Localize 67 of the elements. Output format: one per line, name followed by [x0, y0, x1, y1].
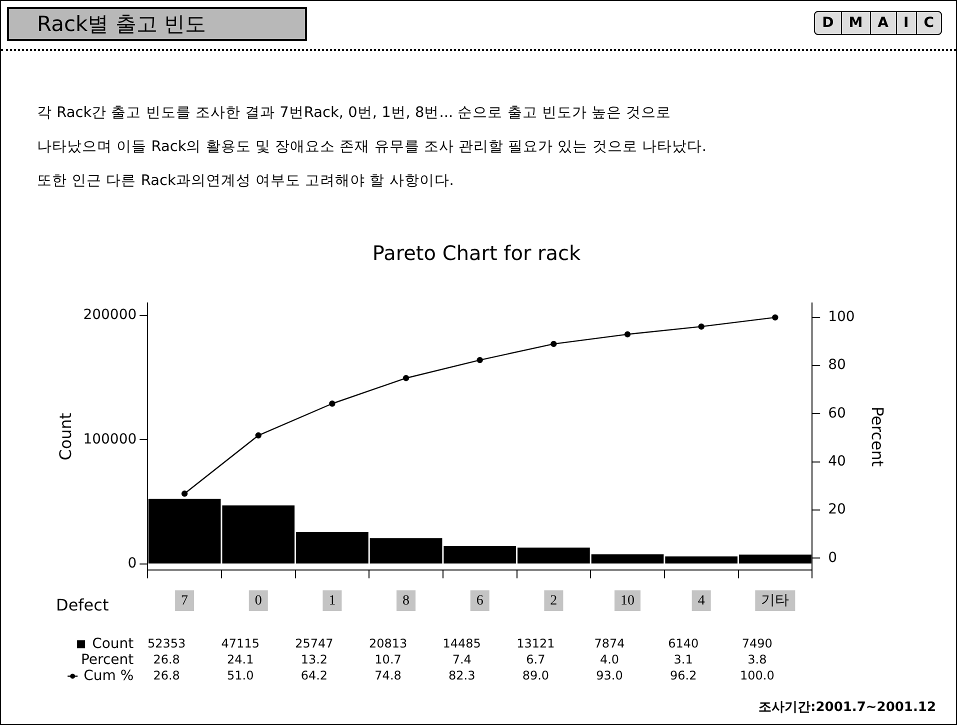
- y2-axis-title: Percent: [868, 406, 888, 467]
- x-tick-label: 4: [698, 593, 705, 608]
- text: 각 Rack간 출고 빈도를 조사한 결과 7번Rack, 0번, 1번, 8번... 순으로 출고 빈도가 높은 것으로: [37, 104, 672, 123]
- point: [255, 432, 262, 438]
- data-label: 89.0: [522, 668, 550, 682]
- point: [624, 331, 631, 338]
- legend-label: Cum %: [84, 668, 134, 684]
- data-label: 74.8: [374, 668, 402, 682]
- data-label: 93.0: [596, 668, 623, 682]
- step-tabs: D M A I C: [814, 11, 942, 35]
- text: 조사기간:2001.7~2001.12: [758, 700, 936, 715]
- x-tick-label: 7: [181, 593, 188, 608]
- x-tick-label: 1: [328, 593, 336, 608]
- point: [772, 314, 778, 321]
- x-tick-label: 10: [620, 593, 635, 608]
- text: 6.7: [526, 652, 546, 666]
- text: 10.7: [374, 652, 402, 666]
- data-label: 96.2: [670, 668, 697, 682]
- data-label: 26.8: [153, 668, 180, 682]
- data-label: 52353: [147, 636, 186, 650]
- text: 4.0: [600, 652, 620, 666]
- y2-tick-label: 0: [828, 550, 837, 566]
- chart-subtitle: Pareto Chart for rack: [372, 241, 581, 266]
- text: 또한 인근 다른 Rack과의연계성 여부도 고려해야 할 사항이다.: [37, 172, 455, 191]
- legend-label: Count: [92, 636, 134, 652]
- data-label: 20813: [368, 636, 408, 650]
- point: [402, 375, 410, 382]
- data-label: 7874: [594, 636, 625, 650]
- y2-tick-label: 40: [828, 454, 846, 470]
- point: [329, 400, 336, 407]
- x-tick-label: 기타: [761, 593, 790, 608]
- text: Percent: [80, 652, 134, 668]
- y2-tick-label: 80: [828, 357, 846, 374]
- data-label: 64.2: [300, 668, 328, 682]
- text: 24.1: [227, 652, 254, 666]
- data-label: 13121: [516, 636, 555, 650]
- data-label: 47115: [221, 636, 260, 650]
- text: 3.1: [674, 652, 693, 666]
- text: 나타났으며 이들 Rack의 활용도 및 장애요소 존재 유무를 조사 관리할 필요가 있는 것으로 나타났다.: [37, 138, 707, 157]
- y-tick-label: 0: [128, 556, 137, 572]
- y2-tick-label: 20: [828, 502, 846, 518]
- x-tick-label: 0: [254, 593, 262, 608]
- y-tick-label: 200000: [83, 307, 137, 324]
- data-label: 82.3: [448, 668, 476, 682]
- data-label: 14485: [442, 636, 481, 650]
- point: [476, 356, 483, 364]
- data-label: 100.0: [740, 668, 774, 682]
- y2-tick-label: 100: [828, 309, 855, 326]
- y-tick-label: 100000: [83, 431, 137, 448]
- x-tick-label: 8: [402, 593, 410, 608]
- point: [181, 490, 188, 497]
- data-label: 51.0: [227, 668, 254, 682]
- data-label: 25747: [295, 636, 334, 650]
- text: 7.4: [452, 652, 472, 666]
- x-tick-label: 6: [476, 593, 484, 608]
- point: [550, 340, 557, 348]
- y-axis-title: Count: [56, 412, 75, 460]
- y2-tick-label: 60: [828, 405, 846, 422]
- text: 26.8: [153, 652, 180, 666]
- data-label: 7490: [742, 636, 772, 650]
- point: [698, 323, 704, 330]
- text: 13.2: [300, 652, 328, 666]
- chart-title: Rack별 출고 빈도: [7, 7, 307, 41]
- x-axis-title: Defect: [56, 595, 109, 614]
- data-label: 6140: [668, 636, 699, 650]
- x-tick-label: 2: [550, 593, 558, 608]
- text: 3.8: [748, 652, 767, 666]
